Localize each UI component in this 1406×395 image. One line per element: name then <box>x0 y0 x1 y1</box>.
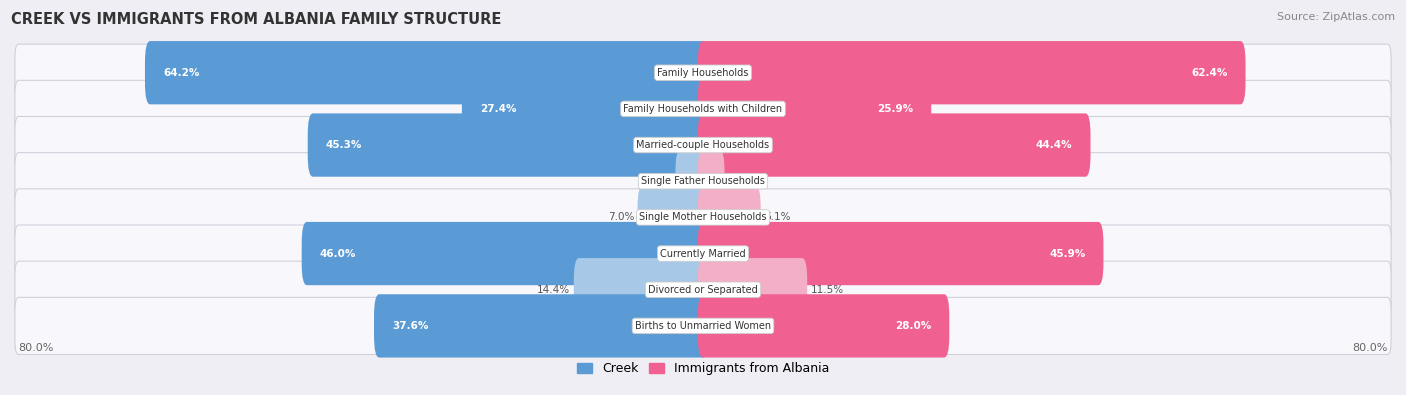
Text: 6.1%: 6.1% <box>763 213 790 222</box>
Text: 11.5%: 11.5% <box>811 285 844 295</box>
FancyBboxPatch shape <box>15 152 1391 210</box>
Text: 2.6%: 2.6% <box>645 176 672 186</box>
Text: Births to Unmarried Women: Births to Unmarried Women <box>636 321 770 331</box>
FancyBboxPatch shape <box>675 150 709 213</box>
Text: 25.9%: 25.9% <box>877 104 912 114</box>
Text: Divorced or Separated: Divorced or Separated <box>648 285 758 295</box>
Text: Source: ZipAtlas.com: Source: ZipAtlas.com <box>1277 12 1395 22</box>
FancyBboxPatch shape <box>697 150 724 213</box>
FancyBboxPatch shape <box>697 258 807 322</box>
Text: 46.0%: 46.0% <box>319 248 356 259</box>
Text: CREEK VS IMMIGRANTS FROM ALBANIA FAMILY STRUCTURE: CREEK VS IMMIGRANTS FROM ALBANIA FAMILY … <box>11 12 502 27</box>
Text: 45.3%: 45.3% <box>326 140 363 150</box>
Text: 1.9%: 1.9% <box>728 176 755 186</box>
FancyBboxPatch shape <box>637 186 709 249</box>
FancyBboxPatch shape <box>302 222 709 285</box>
FancyBboxPatch shape <box>374 294 709 357</box>
Text: Family Households: Family Households <box>658 68 748 78</box>
FancyBboxPatch shape <box>15 189 1391 246</box>
Text: 62.4%: 62.4% <box>1191 68 1227 78</box>
Text: Married-couple Households: Married-couple Households <box>637 140 769 150</box>
Text: Family Households with Children: Family Households with Children <box>623 104 783 114</box>
Text: Single Mother Households: Single Mother Households <box>640 213 766 222</box>
FancyBboxPatch shape <box>15 297 1391 354</box>
FancyBboxPatch shape <box>15 225 1391 282</box>
Text: 64.2%: 64.2% <box>163 68 200 78</box>
Text: Single Father Households: Single Father Households <box>641 176 765 186</box>
FancyBboxPatch shape <box>15 117 1391 174</box>
FancyBboxPatch shape <box>697 294 949 357</box>
Text: 27.4%: 27.4% <box>479 104 516 114</box>
Text: 44.4%: 44.4% <box>1036 140 1073 150</box>
FancyBboxPatch shape <box>145 41 709 104</box>
FancyBboxPatch shape <box>697 186 761 249</box>
FancyBboxPatch shape <box>15 44 1391 101</box>
Text: 45.9%: 45.9% <box>1049 248 1085 259</box>
Text: 28.0%: 28.0% <box>896 321 931 331</box>
FancyBboxPatch shape <box>697 222 1104 285</box>
Text: Currently Married: Currently Married <box>661 248 745 259</box>
FancyBboxPatch shape <box>15 80 1391 137</box>
FancyBboxPatch shape <box>15 261 1391 318</box>
Text: 14.4%: 14.4% <box>537 285 571 295</box>
Legend: Creek, Immigrants from Albania: Creek, Immigrants from Albania <box>572 357 834 380</box>
FancyBboxPatch shape <box>697 41 1246 104</box>
FancyBboxPatch shape <box>461 77 709 141</box>
Text: 80.0%: 80.0% <box>18 342 53 353</box>
Text: 80.0%: 80.0% <box>1353 342 1388 353</box>
Text: 37.6%: 37.6% <box>392 321 429 331</box>
FancyBboxPatch shape <box>308 113 709 177</box>
Text: 7.0%: 7.0% <box>607 213 634 222</box>
FancyBboxPatch shape <box>574 258 709 322</box>
FancyBboxPatch shape <box>697 77 931 141</box>
FancyBboxPatch shape <box>697 113 1091 177</box>
